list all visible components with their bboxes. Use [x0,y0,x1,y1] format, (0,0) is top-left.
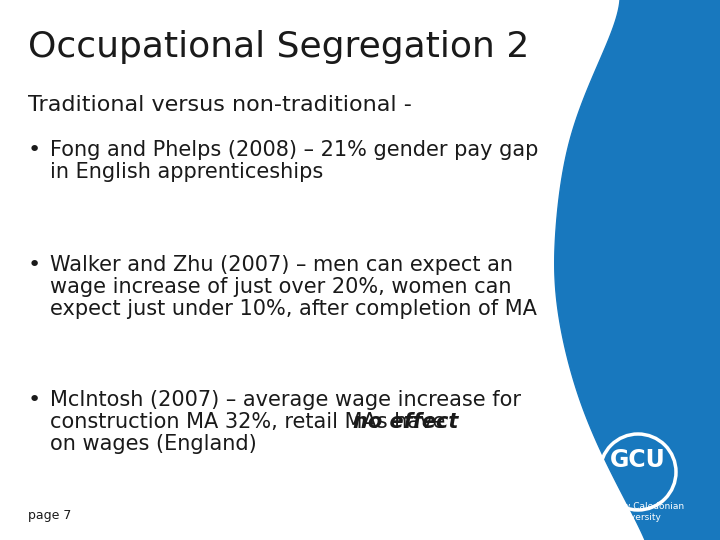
Text: •: • [28,255,41,275]
Text: Walker and Zhu (2007) – men can expect an: Walker and Zhu (2007) – men can expect a… [50,255,513,275]
Polygon shape [554,0,720,540]
Text: Fong and Phelps (2008) – 21% gender pay gap: Fong and Phelps (2008) – 21% gender pay … [50,140,539,160]
Text: in English apprenticeships: in English apprenticeships [50,162,323,182]
Text: GCU: GCU [610,448,666,472]
Text: expect just under 10%, after completion of MA: expect just under 10%, after completion … [50,299,537,319]
Text: wage increase of just over 20%, women can: wage increase of just over 20%, women ca… [50,277,511,297]
Text: Glasgow Caledonian
University: Glasgow Caledonian University [592,502,684,522]
Text: McIntosh (2007) – average wage increase for: McIntosh (2007) – average wage increase … [50,390,521,410]
Text: Occupational Segregation 2: Occupational Segregation 2 [28,30,529,64]
Text: no effect: no effect [354,412,459,432]
Text: •: • [28,140,41,160]
Text: page 7: page 7 [28,509,71,522]
Text: •: • [28,390,41,410]
Text: on wages (England): on wages (England) [50,434,257,454]
Text: Traditional versus non-traditional -: Traditional versus non-traditional - [28,95,412,115]
Text: construction MA 32%, retail MAs have: construction MA 32%, retail MAs have [50,412,452,432]
